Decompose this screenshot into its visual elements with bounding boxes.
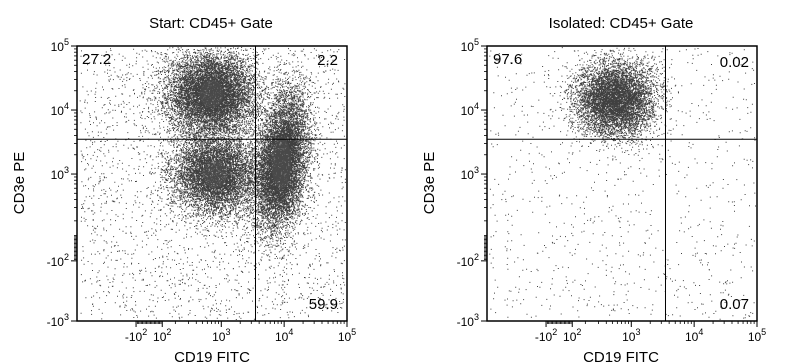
y-ticks: -103 -102 103 104 105 bbox=[47, 37, 77, 329]
x-tick-label: 104 bbox=[685, 327, 703, 344]
scatter-points bbox=[489, 47, 756, 320]
population-core bbox=[203, 160, 228, 189]
quadrant-bottom-right-value: 0.07 bbox=[720, 296, 749, 313]
quadrant-top-left-value: 97.6 bbox=[493, 51, 522, 68]
plot-panel-start: Start: CD45+ Gate -102 102 103 104 105 -103-… bbox=[11, 15, 356, 364]
x-tick-label: 102 bbox=[563, 327, 581, 344]
plot-title: Start: CD45+ Gate bbox=[149, 15, 273, 32]
x-tick-label: 105 bbox=[338, 327, 356, 344]
y-tick-label: -103 bbox=[457, 312, 479, 329]
y-tick-label: 105 bbox=[51, 37, 69, 54]
plot-frame bbox=[486, 45, 758, 322]
y-tick-label: -103 bbox=[47, 312, 69, 329]
x-ticks: -102 102 103 104 105 bbox=[535, 321, 766, 344]
x-tick-label: 105 bbox=[748, 327, 766, 344]
y-tick-label: -102 bbox=[457, 252, 479, 269]
x-tick-label: 103 bbox=[212, 327, 230, 344]
x-ticks: -102 102 103 104 105 bbox=[125, 321, 356, 344]
quadrant-top-right-value: 2.2 bbox=[317, 52, 338, 69]
y-tick-label: 105 bbox=[461, 37, 479, 54]
y-axis-label: CD3e PE bbox=[421, 152, 438, 215]
scatter-points bbox=[79, 47, 346, 320]
y-ticks: -103 -102 103 104 105 bbox=[457, 37, 487, 329]
y-tick-label: 104 bbox=[461, 101, 479, 118]
x-tick-label: 104 bbox=[275, 327, 293, 344]
y-tick-label: 103 bbox=[51, 165, 69, 182]
quadrant-top-left-value: 27.2 bbox=[82, 51, 111, 68]
x-tick-label: -102 bbox=[535, 327, 557, 344]
y-tick-label: 104 bbox=[51, 101, 69, 118]
x-tick-label: 103 bbox=[622, 327, 640, 344]
event-dots bbox=[489, 47, 756, 320]
x-tick-label: -102 bbox=[125, 327, 147, 344]
y-axis-label: CD3e PE bbox=[11, 152, 28, 215]
plot-frame bbox=[76, 45, 348, 322]
population-core bbox=[271, 136, 292, 189]
x-axis-label: CD19 FITC bbox=[583, 349, 659, 364]
event-dots bbox=[79, 47, 346, 320]
y-tick-label: -102 bbox=[47, 252, 69, 269]
quadrant-top-right-value: 0.02 bbox=[720, 54, 749, 71]
quadrant-bottom-right-value: 59.9 bbox=[309, 296, 338, 313]
population-core bbox=[199, 79, 224, 108]
x-axis-label: CD19 FITC bbox=[174, 349, 250, 364]
x-tick-label: 102 bbox=[153, 327, 171, 344]
plot-title: Isolated: CD45+ Gate bbox=[549, 15, 694, 32]
plot-panel-isolated: Isolated: CD45+ Gate -102 102 103 104 105 -1… bbox=[421, 15, 766, 364]
y-tick-label: 103 bbox=[461, 165, 479, 182]
